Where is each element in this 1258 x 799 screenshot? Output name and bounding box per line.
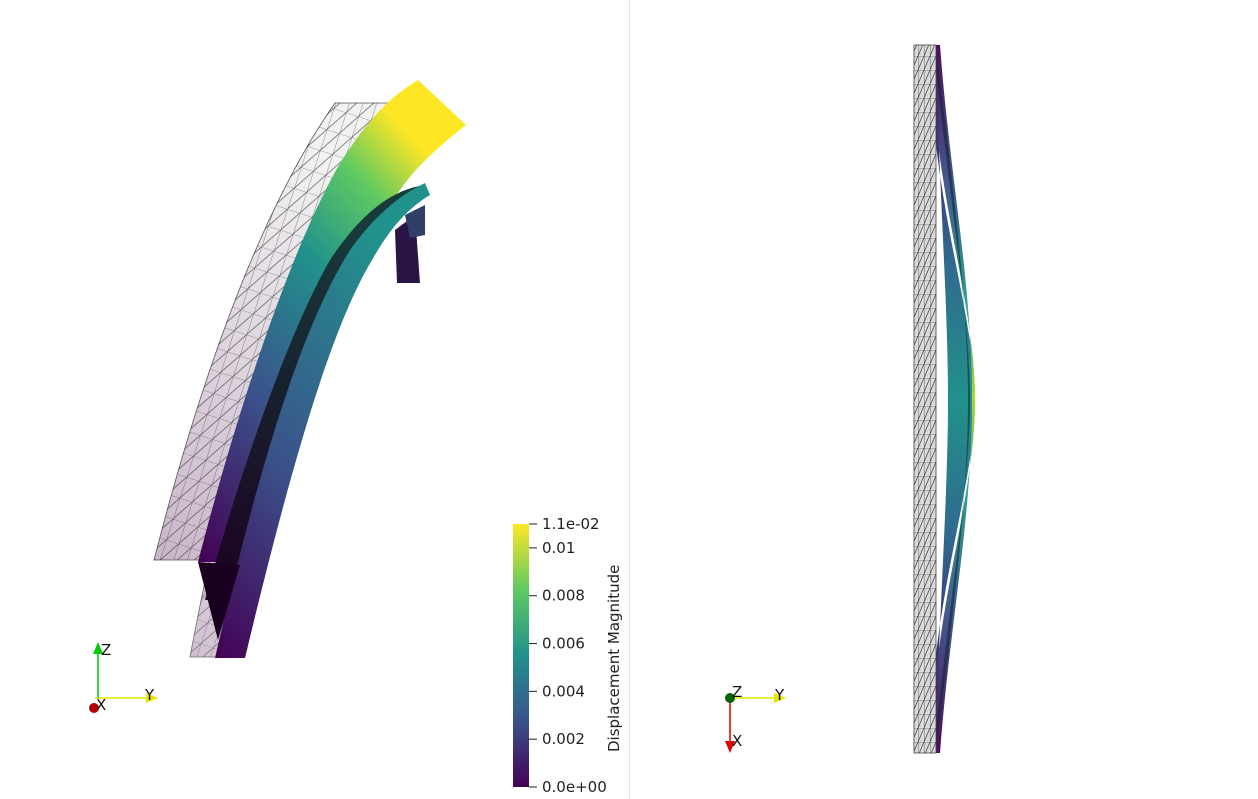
colorbar-tick-label: 0.002 <box>542 730 585 748</box>
colorbar-tick-label: 0.008 <box>542 587 585 605</box>
left-3d-viewport[interactable]: Y Z X 1.1e-02 0.002 0.004 0.006 0.008 0.01 0.0… <box>0 0 629 799</box>
colorbar-tick-label: 0.004 <box>542 682 585 700</box>
colorbar-tick-label: 0.006 <box>542 635 585 653</box>
colorbar-gradient <box>513 524 529 787</box>
undeformed-mesh-side <box>913 44 937 754</box>
right-3d-viewport[interactable]: Y Z X <box>630 0 1258 799</box>
colorbar: 1.1e-02 0.002 0.004 0.006 0.008 0.01 0.0e+00 D… <box>513 515 623 796</box>
colorbar-title: Displacement Magnitude <box>605 565 623 752</box>
colorbar-tick-label: 0.01 <box>542 539 575 557</box>
right-render: Y Z X <box>725 44 975 754</box>
colorbar-max-label: 1.1e-02 <box>542 515 600 533</box>
axis-z-label: Z <box>101 641 111 659</box>
orientation-axes-right: Y Z X <box>725 683 786 753</box>
axis-y-label: Y <box>774 686 785 704</box>
axis-x-label: X <box>96 696 106 714</box>
viewport-divider[interactable] <box>629 0 630 799</box>
axis-x-label: X <box>732 732 742 750</box>
left-render: Y Z X 1.1e-02 0.002 0.004 0.006 0.008 0.01 0.0… <box>89 80 623 796</box>
orientation-axes-left: Y Z X <box>89 641 158 714</box>
deformed-shell-side <box>930 45 975 753</box>
deformed-shell <box>198 80 466 658</box>
colorbar-min-label: 0.0e+00 <box>542 778 607 796</box>
axis-z-label: Z <box>732 683 742 701</box>
axis-y-label: Y <box>144 686 155 704</box>
